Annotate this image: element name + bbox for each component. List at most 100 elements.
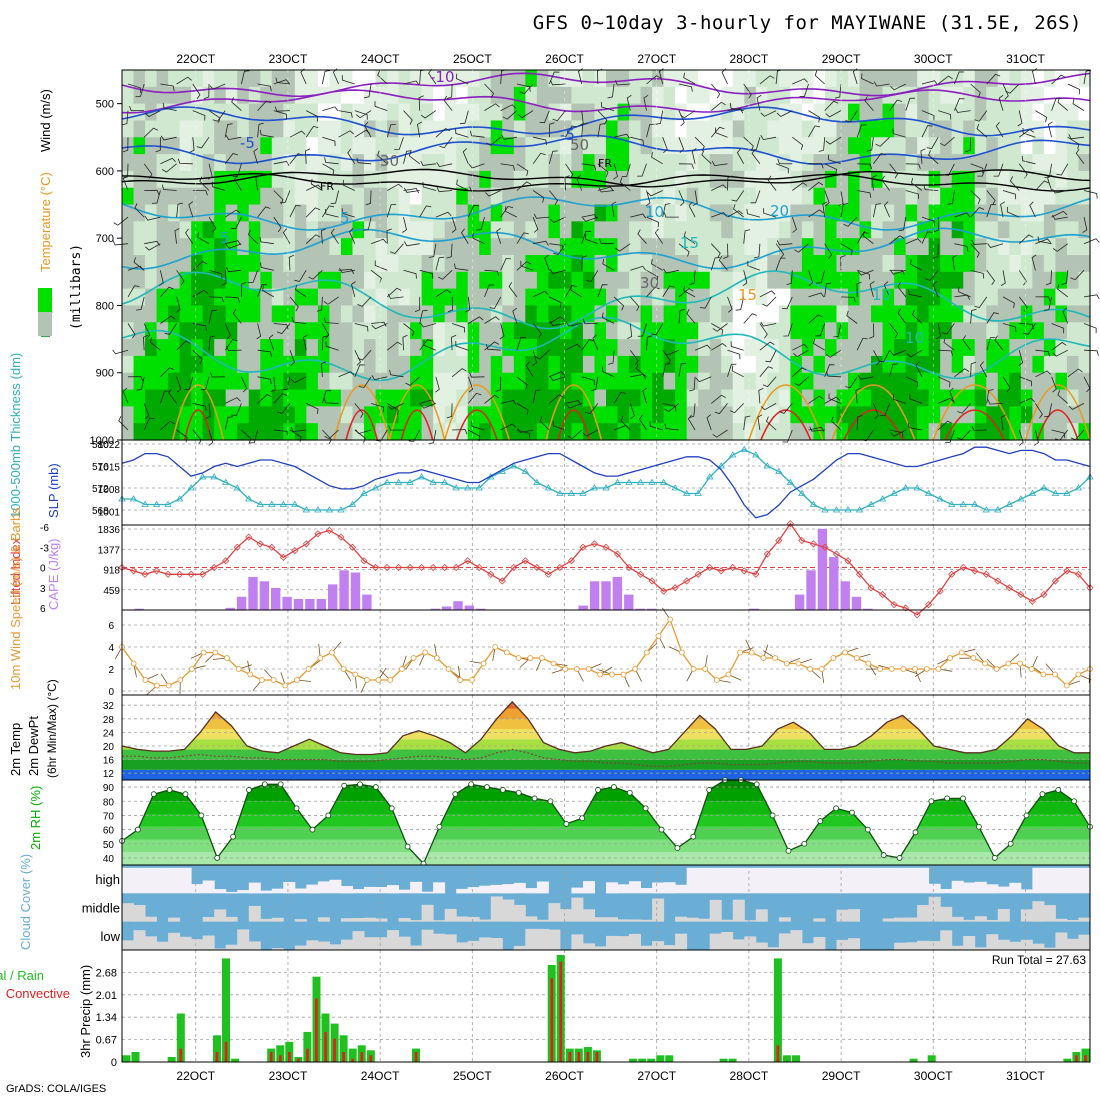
rh-cell <box>283 137 295 154</box>
rh-cell <box>629 406 641 423</box>
rh-cell <box>502 406 514 423</box>
wind10m-point <box>1076 672 1081 677</box>
rh-cell <box>571 373 583 390</box>
cloud-clear-cell <box>341 886 353 893</box>
rh-cell <box>802 289 814 306</box>
cloud-clear-cell <box>595 946 607 950</box>
cloud-clear-cell <box>249 941 261 950</box>
rh-cell <box>306 120 318 137</box>
rh-cell <box>306 373 318 390</box>
rh-cell <box>237 188 249 205</box>
rh-cell <box>652 120 664 137</box>
rh2m-point <box>802 841 807 846</box>
cloud-clear-cell <box>468 887 480 893</box>
rh-cell <box>122 238 134 255</box>
cloud-clear-cell <box>364 937 376 950</box>
rh2m-point <box>342 783 347 788</box>
wind10m-point <box>994 667 999 672</box>
rh-cell <box>134 390 146 407</box>
rh-cell <box>422 255 434 272</box>
cloud-clear-cell <box>364 918 376 922</box>
rh-cell <box>790 171 802 188</box>
rh-cell <box>860 205 872 222</box>
rh-cell <box>502 339 514 356</box>
cloud-clear-cell <box>468 941 480 950</box>
rh-cell <box>1055 137 1067 154</box>
rh-cell <box>295 188 307 205</box>
contour-label: 50 <box>570 136 589 154</box>
rh-cell <box>883 305 895 322</box>
rh-cell <box>848 423 860 440</box>
rh2m-point <box>199 813 204 818</box>
cloud-clear-cell <box>1009 883 1021 894</box>
rh-cell <box>940 406 952 423</box>
cape-bar <box>601 581 610 610</box>
rh-cell <box>860 120 872 137</box>
rh-cell <box>963 188 975 205</box>
rh-cell <box>1067 154 1079 171</box>
rh-cell <box>502 205 514 222</box>
rh-cell <box>825 305 837 322</box>
rh-cell <box>433 154 445 171</box>
time-tick-label-top: 24OCT <box>361 52 400 66</box>
rh-cell <box>1044 423 1056 440</box>
rh2m-point <box>246 787 251 792</box>
rh-cell <box>226 120 238 137</box>
rh-cell <box>1055 272 1067 289</box>
rh-cell <box>306 305 318 322</box>
cloud-clear-cell <box>502 900 514 922</box>
rh-cell <box>145 255 157 272</box>
rh2m-point <box>516 790 521 795</box>
rh-cell <box>652 423 664 440</box>
time-tick-label-bottom: 25OCT <box>453 1069 492 1083</box>
rh-cell <box>871 120 883 137</box>
cloud-clear-cell <box>306 940 318 950</box>
rh-cell <box>583 104 595 121</box>
cloud-clear-cell <box>710 900 722 922</box>
rh-cell <box>1067 87 1079 104</box>
rh-cell <box>836 272 848 289</box>
rh-cell <box>180 188 192 205</box>
rh-cell <box>502 322 514 339</box>
rh-cell <box>318 137 330 154</box>
rh2m-point <box>358 782 363 787</box>
rh-cell <box>698 322 710 339</box>
rh-cell <box>721 137 733 154</box>
rh-cell <box>134 188 146 205</box>
rh-cell <box>744 373 756 390</box>
rh-cell <box>491 272 503 289</box>
precip-convective-bar <box>550 978 553 1062</box>
precip-tick-label: 1.34 <box>96 1012 117 1024</box>
convective-axis-label: Convective <box>6 986 70 1001</box>
rh-cell <box>756 154 768 171</box>
wind10m-point <box>504 650 509 655</box>
rh-cell <box>548 221 560 238</box>
rh-cell <box>790 423 802 440</box>
rh-cell <box>929 104 941 121</box>
rh-cell <box>491 221 503 238</box>
rh-cell <box>1032 272 1044 289</box>
cloud-clear-cell <box>1079 918 1091 922</box>
wind10m-point <box>889 667 894 672</box>
rh-cell <box>352 339 364 356</box>
cloud-clear-cell <box>940 889 952 893</box>
rh-cell <box>790 305 802 322</box>
rh-cell <box>145 289 157 306</box>
rh2m-point <box>580 816 585 821</box>
cloud-clear-cell <box>1021 889 1033 893</box>
rh2m-point <box>484 785 489 790</box>
rh-cell <box>940 356 952 373</box>
rh-cell <box>963 289 975 306</box>
rh-cell <box>1055 255 1067 272</box>
rh-cell <box>779 305 791 322</box>
rh-cell <box>1055 154 1067 171</box>
cape-tick-label: 1377 <box>98 545 121 556</box>
rh-cell <box>963 272 975 289</box>
precip-convective-bar <box>216 1052 219 1062</box>
rh-cell <box>410 406 422 423</box>
rh-cell <box>848 104 860 121</box>
rh-cell <box>871 390 883 407</box>
cape-tick-label: 459 <box>103 586 120 597</box>
temperature-axis-label: Temperature (°C) <box>38 172 53 272</box>
cloud-clear-cell <box>318 942 330 951</box>
